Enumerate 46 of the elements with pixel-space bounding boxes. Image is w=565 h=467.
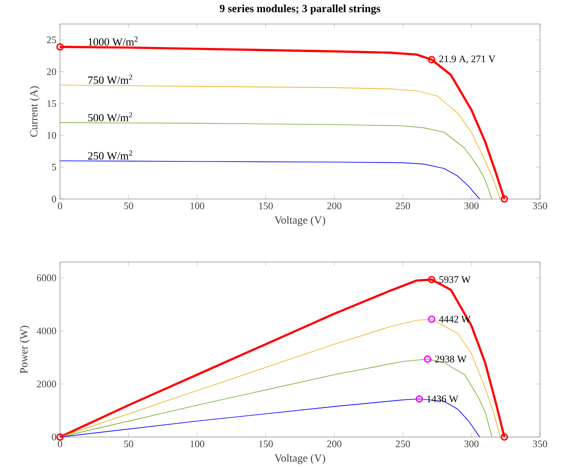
point [416, 395, 424, 403]
y-tick-label: 4000 [36, 328, 56, 334]
series-label: 500 W/m$^{2}$ [88, 112, 132, 122]
x-tick-label: 350 [533, 202, 548, 210]
point [428, 56, 436, 64]
y-tick-label: 2000 [36, 380, 56, 388]
x-tick-label: 100 [190, 440, 204, 448]
y-tick-label: 6000 [36, 274, 56, 282]
annotation: 2938 W [435, 356, 467, 362]
point [424, 355, 432, 363]
line-series [60, 84, 501, 200]
y-tick-label: 5 [52, 164, 56, 170]
line-series [60, 160, 480, 200]
series-label: 1000 W/m$^{2}$ [88, 36, 138, 46]
y-tick-label: 10 [47, 132, 56, 139]
chart-title: 9 series modules; 3 parallel strings [220, 4, 380, 14]
y-tick-label: 0 [52, 434, 56, 440]
y-axis-title: Power (W) [20, 326, 30, 374]
x-tick-label: 250 [396, 440, 410, 448]
point [428, 276, 436, 284]
x-axis-title: Voltage (V) [274, 454, 326, 464]
y-tick-label: 15 [47, 100, 56, 107]
series-label: 250 W/m$^{2}$ [88, 150, 132, 160]
x-tick-label: 150 [259, 202, 273, 210]
annotation: 21.9 A, 271 V [439, 56, 496, 64]
x-tick-label: 50 [124, 440, 134, 448]
x-tick-label: 350 [533, 440, 548, 448]
x-tick-label: 250 [396, 202, 410, 210]
annotation: 5937 W [439, 276, 471, 283]
y-axis-title: Current (A) [30, 86, 40, 137]
x-tick-label: 200 [327, 202, 342, 210]
x-tick-label: 300 [464, 202, 479, 210]
y-tick-label: 0 [52, 196, 56, 202]
y-tick-label: 25 [46, 36, 56, 44]
x-tick-label: 300 [464, 440, 479, 448]
point [428, 316, 436, 323]
x-tick-label: 200 [327, 440, 342, 448]
x-tick-label: 100 [190, 202, 204, 210]
x-axis-title: Voltage (V) [274, 216, 326, 226]
line-series [60, 122, 492, 200]
series-label: 750 W/m$^{2}$ [88, 74, 132, 84]
y-tick-label: 20 [46, 68, 56, 76]
x-tick-label: 150 [259, 440, 273, 448]
x-tick-label: 0 [58, 202, 62, 210]
x-tick-label: 50 [124, 202, 134, 210]
x-tick-label: 0 [58, 440, 62, 448]
